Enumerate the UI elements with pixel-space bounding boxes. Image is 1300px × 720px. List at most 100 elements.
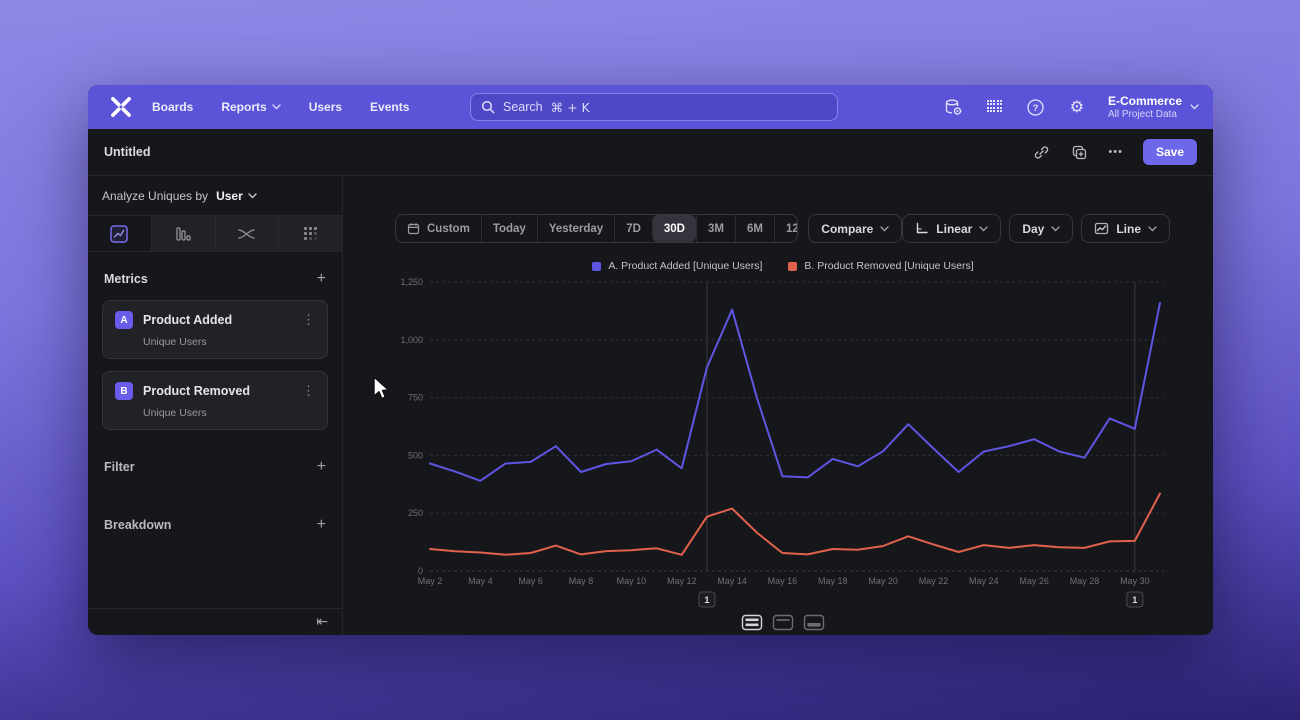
svg-text:250: 250 [408, 508, 423, 518]
metric-subtype[interactable]: Unique Users [143, 407, 207, 419]
search-icon [481, 100, 495, 114]
line-chart[interactable]: 0 250 500 750 1,000 1,250 1 1 May 2 May 4 May 6 May… [388, 272, 1178, 612]
svg-text:May 8: May 8 [569, 576, 594, 586]
copy-link-icon[interactable] [1032, 143, 1050, 161]
legend-swatch-a [592, 261, 602, 271]
filter-label: Filter [104, 460, 135, 474]
breakdown-label: Breakdown [104, 518, 172, 532]
tab-bar-chart[interactable] [150, 216, 215, 251]
collapse-sidebar-icon[interactable]: ⇤ [316, 614, 328, 630]
top-nav: Boards Reports Users Events Search ⌘ + K [88, 85, 1213, 129]
legend-swatch-b [788, 261, 798, 271]
nav-item-reports[interactable]: Reports [221, 100, 281, 114]
report-title[interactable]: Untitled [104, 145, 151, 159]
nav-item-label: Boards [152, 100, 194, 114]
nav-item-users[interactable]: Users [309, 100, 342, 114]
breakdown-section-header: Breakdown + [88, 516, 342, 534]
chart-controls: Custom Today Yesterday 7D 30D 3M 6M 12M … [395, 214, 1170, 243]
metrics-section-header: Metrics + [88, 270, 342, 288]
data-management-icon[interactable] [944, 97, 964, 117]
chevron-down-icon [1148, 225, 1157, 231]
more-options-icon[interactable]: ••• [1108, 146, 1123, 158]
view-layout-toggles [388, 614, 1178, 635]
apps-grid-icon[interactable] [985, 97, 1005, 117]
metric-card-product-removed[interactable]: B Product Removed ⋮ Unique Users [102, 371, 328, 430]
nav-item-label: Reports [221, 100, 267, 114]
svg-text:May 28: May 28 [1070, 576, 1100, 586]
nav-item-events[interactable]: Events [370, 100, 409, 114]
chart-panel: Custom Today Yesterday 7D 30D 3M 6M 12M … [343, 176, 1213, 635]
linear-scale-icon [917, 222, 928, 234]
chevron-down-icon [979, 225, 989, 231]
bar-chart-tab-icon [176, 226, 191, 241]
svg-text:1,000: 1,000 [400, 335, 423, 345]
svg-text:?: ? [1033, 103, 1039, 114]
tab-insights-line[interactable] [88, 216, 151, 251]
visualization-tabs [88, 216, 342, 252]
help-icon[interactable]: ? [1026, 97, 1046, 117]
interval-dropdown[interactable]: Day [1009, 214, 1074, 243]
add-metric-button[interactable]: + [316, 270, 326, 287]
metric-subtype[interactable]: Unique Users [143, 336, 207, 348]
metric-kebab-icon[interactable]: ⋮ [302, 383, 315, 398]
svg-text:May 20: May 20 [868, 576, 898, 586]
view-table-only-icon[interactable] [803, 614, 825, 635]
nav-item-label: Users [308, 100, 343, 114]
chevron-down-icon [880, 225, 889, 231]
svg-text:0: 0 [418, 566, 423, 576]
range-12m-button[interactable]: 12M [773, 215, 797, 242]
charttype-dropdown[interactable]: Line [1081, 214, 1170, 243]
scale-dropdown[interactable]: Linear [902, 214, 1002, 243]
metric-badge-a: A [115, 311, 133, 329]
svg-text:750: 750 [408, 393, 423, 403]
settings-gear-icon[interactable]: ⚙ [1069, 97, 1085, 116]
search-input[interactable]: Search ⌘ + K [470, 93, 838, 121]
metrics-label: Metrics [104, 272, 148, 286]
analyze-value-dropdown[interactable]: User [216, 188, 243, 203]
line-chart-tab-icon [110, 224, 129, 243]
range-yesterday-button[interactable]: Yesterday [536, 215, 614, 242]
metric-kebab-icon[interactable]: ⋮ [302, 312, 315, 327]
svg-text:May 26: May 26 [1019, 576, 1049, 586]
mixpanel-logo-icon[interactable] [108, 94, 134, 120]
range-3m-button[interactable]: 3M [696, 215, 735, 242]
legend-item-b[interactable]: B. Product Removed [Unique Users] [788, 260, 974, 272]
svg-text:1,250: 1,250 [400, 277, 423, 287]
svg-text:1: 1 [704, 595, 710, 606]
duplicate-icon[interactable] [1070, 143, 1088, 161]
nav-item-label: Events [370, 100, 410, 114]
report-title-bar: Untitled ••• Save [88, 129, 1213, 176]
range-today-button[interactable]: Today [480, 215, 537, 242]
filter-section-header: Filter + [88, 458, 342, 476]
view-chart-only-icon[interactable] [772, 614, 794, 635]
nav-item-boards[interactable]: Boards [152, 100, 193, 114]
range-7d-button[interactable]: 7D [614, 215, 652, 242]
svg-text:May 4: May 4 [468, 576, 493, 586]
range-custom-button[interactable]: Custom [396, 215, 481, 242]
tab-retention[interactable] [278, 216, 342, 251]
add-breakdown-button[interactable]: + [316, 516, 326, 533]
add-filter-button[interactable]: + [316, 458, 326, 475]
range-6m-button[interactable]: 6M [734, 215, 774, 242]
project-switcher[interactable]: E-Commerce All Project Data [1108, 94, 1199, 120]
svg-text:May 16: May 16 [768, 576, 798, 586]
svg-text:1: 1 [1132, 595, 1138, 606]
save-button[interactable]: Save [1142, 139, 1197, 165]
svg-text:May 2: May 2 [418, 576, 443, 586]
svg-text:May 18: May 18 [818, 576, 848, 586]
metric-name: Product Added [143, 313, 233, 327]
compare-dropdown[interactable]: Compare [808, 214, 903, 243]
search-label: Search [503, 100, 543, 114]
range-30d-button[interactable]: 30D [651, 215, 696, 242]
metric-card-product-added[interactable]: A Product Added ⋮ Unique Users [102, 300, 328, 359]
legend-item-a[interactable]: A. Product Added [Unique Users] [592, 260, 762, 272]
svg-text:500: 500 [408, 450, 423, 460]
tab-flow[interactable] [214, 216, 279, 251]
project-subtitle: All Project Data [1107, 109, 1177, 120]
view-split-selected-icon[interactable] [741, 614, 763, 635]
analyze-label: Analyze Uniques by [102, 188, 209, 203]
nav-right-cluster: ? ⚙ E-Commerce All Project Data [944, 85, 1199, 129]
chevron-down-icon [248, 192, 257, 198]
svg-text:May 12: May 12 [667, 576, 697, 586]
svg-text:May 6: May 6 [518, 576, 543, 586]
